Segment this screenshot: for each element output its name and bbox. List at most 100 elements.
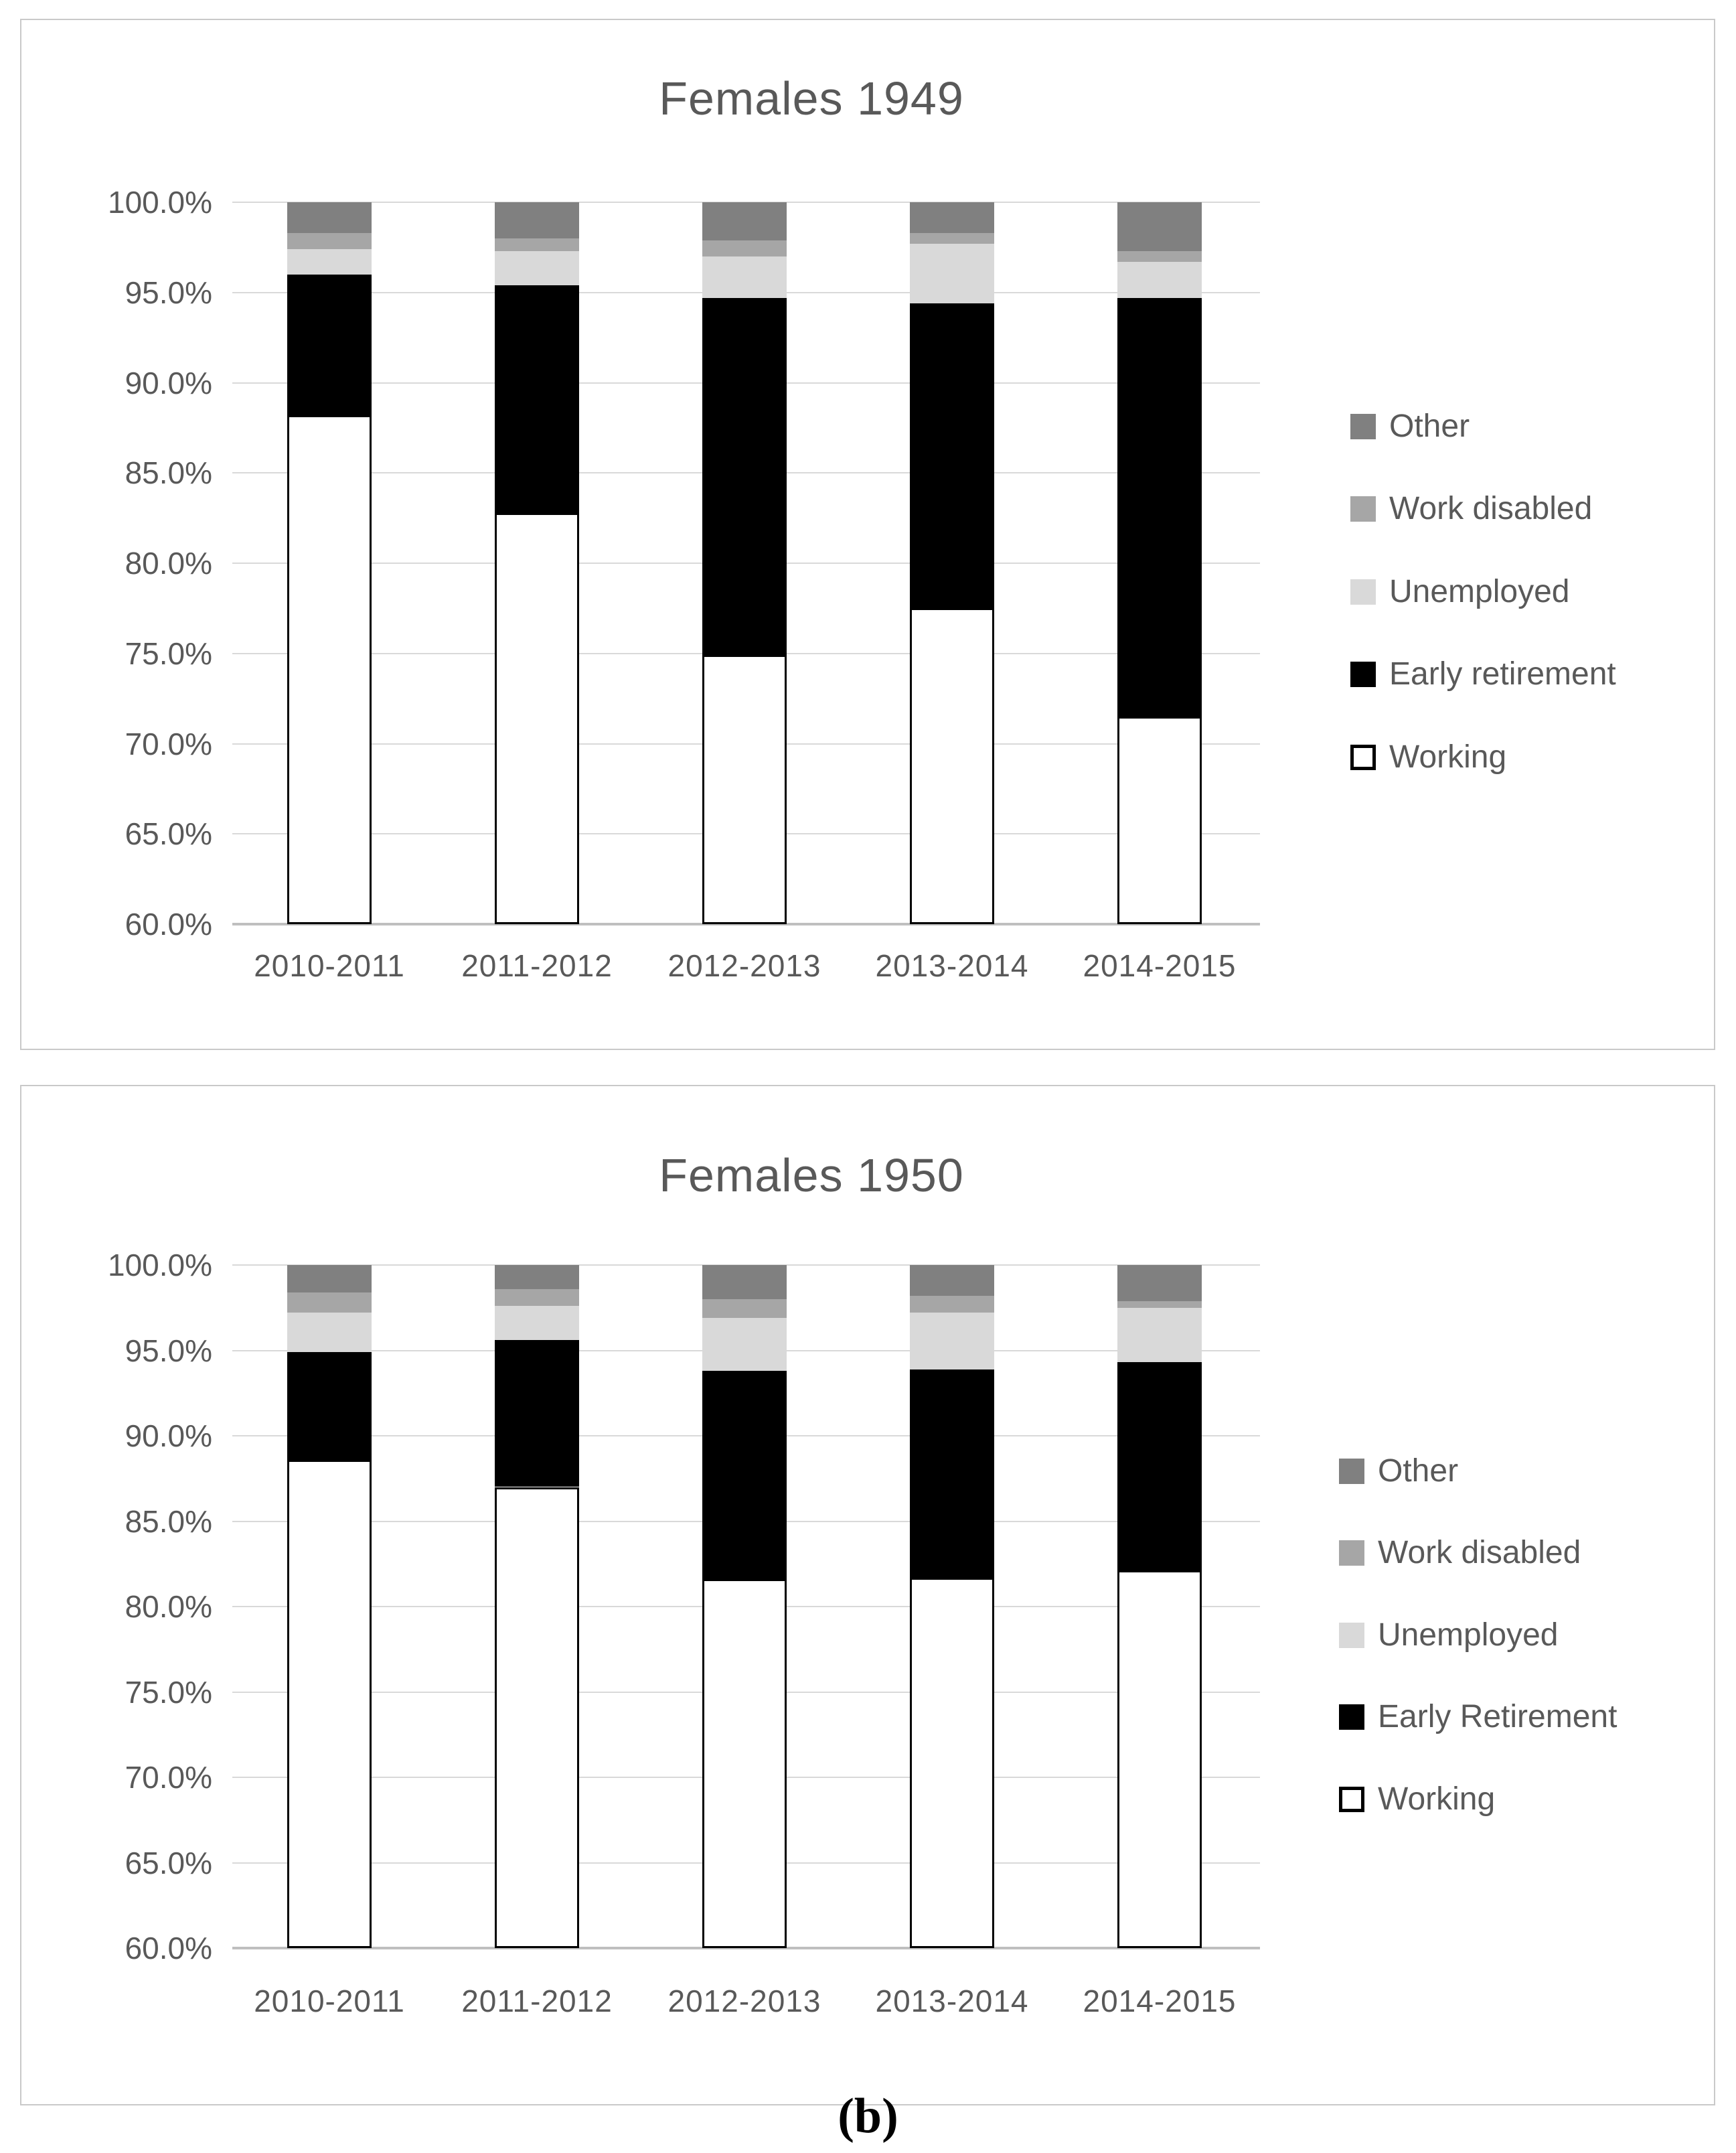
- bar-segment-work-disabled: [287, 232, 372, 250]
- bar-segment-early-retirement: [287, 274, 372, 415]
- legend-swatch: [1350, 496, 1376, 522]
- bar-segment-working: [495, 512, 579, 924]
- y-axis-tick-label: 70.0%: [125, 726, 212, 761]
- legend-item-label: Working: [1378, 1781, 1496, 1817]
- bar-segment-work-disabled: [1117, 250, 1202, 262]
- bar-segment-other: [702, 1265, 787, 1299]
- bar-segment-working: [1117, 1570, 1202, 1948]
- legend-swatch: [1350, 745, 1376, 770]
- bar-segment-early-retirement: [1117, 1362, 1202, 1571]
- bar-segment-early-retirement: [495, 285, 579, 513]
- bar-segment-early-retirement: [702, 1371, 787, 1580]
- bar-segment-other: [495, 202, 579, 238]
- x-axis-tick-label: 2014-2015: [1083, 948, 1237, 983]
- bar-segment-working: [495, 1487, 579, 1948]
- bar-segment-work-disabled: [910, 1295, 994, 1313]
- bar-segment-unemployed: [910, 1313, 994, 1369]
- bar-segment-other: [1117, 1265, 1202, 1301]
- legend-item-label: Work disabled: [1378, 1535, 1581, 1570]
- y-axis-tick-label: 80.0%: [125, 1589, 212, 1624]
- x-axis-tick-label: 2010-2011: [254, 948, 405, 983]
- bar-segment-other: [702, 202, 787, 240]
- bar-segment-early-retirement: [910, 1369, 994, 1578]
- x-axis-tick-label: 2012-2013: [667, 1984, 821, 2018]
- bar-segment-working: [910, 1577, 994, 1948]
- legend-swatch: [1350, 662, 1376, 687]
- legend-item-label: Early Retirement: [1378, 1699, 1617, 1734]
- bar-segment-working: [702, 1579, 787, 1948]
- bar-segment-working: [1117, 717, 1202, 924]
- y-axis-tick-label: 90.0%: [125, 365, 212, 400]
- legend-swatch: [1350, 579, 1376, 605]
- y-axis-tick-label: 90.0%: [125, 1418, 212, 1453]
- bar-segment-working: [287, 415, 372, 924]
- legend-item-label: Early retirement: [1389, 656, 1616, 692]
- bar-segment-early-retirement: [287, 1352, 372, 1460]
- bar-segment-unemployed: [495, 250, 579, 285]
- bar-segment-early-retirement: [702, 297, 787, 656]
- bar-segment-work-disabled: [1117, 1301, 1202, 1308]
- legend-item-label: Other: [1389, 409, 1470, 444]
- y-axis-tick-label: 100.0%: [107, 1248, 212, 1282]
- x-axis-line: [232, 1947, 1260, 1949]
- bar-segment-early-retirement: [910, 303, 994, 609]
- chart-panel-females-1949: Females 1949 100.0% 95.0% 90.0% 85.0% 80.0% 7…: [20, 19, 1715, 1050]
- legend-item-label: Other: [1378, 1453, 1459, 1489]
- legend-item-label: Working: [1389, 739, 1507, 775]
- legend-swatch: [1339, 1459, 1364, 1484]
- legend-swatch: [1339, 1704, 1364, 1730]
- bar-segment-unemployed: [702, 256, 787, 298]
- bar-segment-unemployed: [1117, 261, 1202, 298]
- bar-segment-other: [287, 202, 372, 233]
- figure-caption: (b): [838, 2089, 898, 2144]
- bar-segment-unemployed: [702, 1318, 787, 1371]
- y-axis-tick-label: 60.0%: [125, 1931, 212, 1965]
- y-axis-tick-label: 80.0%: [125, 546, 212, 581]
- y-axis-tick-label: 95.0%: [125, 1333, 212, 1368]
- bar-segment-early-retirement: [495, 1340, 579, 1487]
- bar-segment-other: [1117, 202, 1202, 251]
- legend-swatch: [1339, 1623, 1364, 1648]
- bar-segment-early-retirement: [1117, 297, 1202, 717]
- bar-segment-working: [287, 1459, 372, 1948]
- bar-segment-unemployed: [287, 1313, 372, 1353]
- bar-segment-working: [910, 608, 994, 924]
- legend-swatch: [1339, 1540, 1364, 1566]
- legend-item-label: Unemployed: [1389, 574, 1570, 609]
- bar-segment-work-disabled: [702, 1299, 787, 1319]
- y-axis-tick-label: 70.0%: [125, 1760, 212, 1795]
- bar-segment-unemployed: [910, 243, 994, 303]
- x-axis-tick-label: 2013-2014: [875, 1984, 1029, 2018]
- bar-segment-unemployed: [495, 1306, 579, 1341]
- bar-segment-other: [910, 202, 994, 233]
- bar-segment-working: [702, 655, 787, 924]
- chart-title: Females 1949: [659, 72, 964, 125]
- bar-segment-other: [287, 1265, 372, 1292]
- y-axis-tick-label: 75.0%: [125, 1674, 212, 1710]
- legend-item-label: Work disabled: [1389, 491, 1593, 526]
- legend-swatch: [1339, 1787, 1364, 1812]
- x-axis-tick-label: 2010-2011: [254, 1984, 405, 2018]
- bar-segment-work-disabled: [702, 240, 787, 256]
- x-axis-tick-label: 2011-2012: [461, 948, 613, 983]
- legend-item-label: Unemployed: [1378, 1617, 1559, 1653]
- bar-segment-unemployed: [287, 249, 372, 275]
- x-axis-tick-label: 2013-2014: [875, 948, 1029, 983]
- y-axis-tick-label: 75.0%: [125, 636, 212, 671]
- chart-panel-females-1950: Females 1950 100.0% 95.0% 90.0% 85.0% 80.0% 7…: [20, 1085, 1715, 2105]
- bar-segment-other: [910, 1265, 994, 1296]
- x-axis-tick-label: 2012-2013: [667, 948, 821, 983]
- x-axis-tick-label: 2011-2012: [461, 1984, 613, 2018]
- bar-segment-other: [495, 1265, 579, 1289]
- y-axis-tick-label: 100.0%: [107, 185, 212, 220]
- y-axis-tick-label: 85.0%: [125, 1503, 212, 1539]
- y-axis-tick-label: 60.0%: [125, 907, 212, 942]
- bar-segment-work-disabled: [910, 232, 994, 244]
- y-axis-tick-label: 65.0%: [125, 1845, 212, 1880]
- bar-segment-work-disabled: [495, 1288, 579, 1307]
- y-axis-tick-label: 65.0%: [125, 816, 212, 852]
- bar-segment-work-disabled: [287, 1292, 372, 1313]
- x-axis-tick-label: 2014-2015: [1083, 1984, 1237, 2018]
- chart-title: Females 1950: [659, 1149, 964, 1201]
